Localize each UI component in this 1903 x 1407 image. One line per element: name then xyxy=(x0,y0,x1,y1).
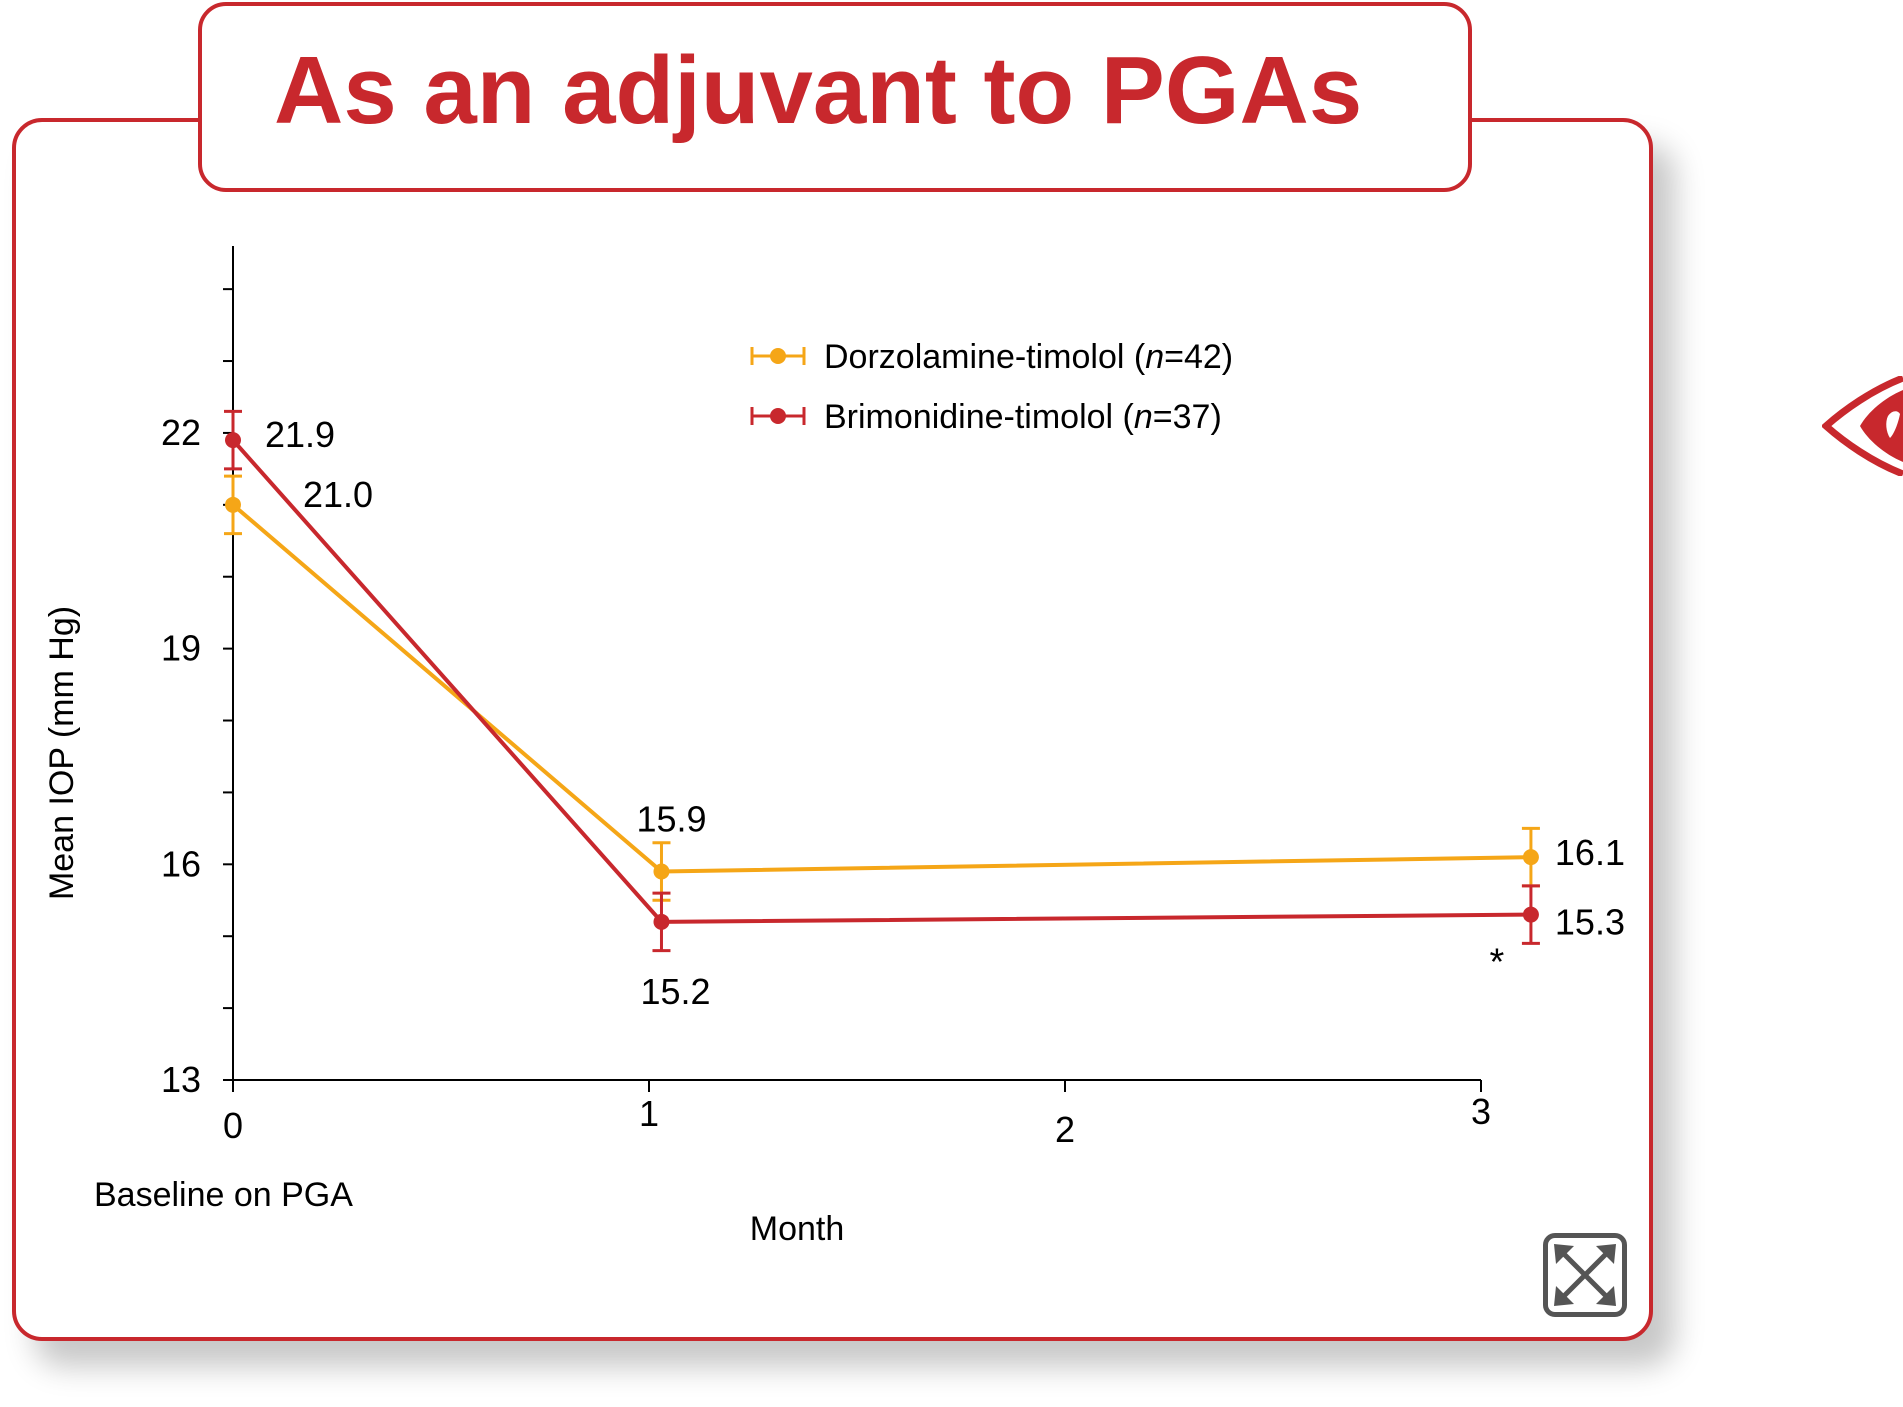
significance-marker: * xyxy=(1490,942,1505,984)
data-point xyxy=(653,863,670,880)
expand-button[interactable] xyxy=(1543,1233,1627,1317)
data-label: 16.1 xyxy=(1555,832,1625,873)
legend-n-value: =42) xyxy=(1164,338,1233,376)
legend-series-name: Brimonidine-timolol ( xyxy=(824,398,1135,436)
data-point xyxy=(653,913,670,930)
legend-series-name: Dorzolamine-timolol ( xyxy=(824,338,1146,376)
legend-label: Brimonidine-timolol (n=37) xyxy=(824,398,1222,436)
series-line xyxy=(231,503,1531,874)
legend-label: Dorzolamine-timolol (n=42) xyxy=(824,338,1233,376)
x-tick-label: 2 xyxy=(1055,1109,1075,1150)
data-point xyxy=(225,496,241,513)
legend-n-value: =37) xyxy=(1153,398,1222,436)
data-label: 15.2 xyxy=(640,971,710,1012)
y-tick-label: 13 xyxy=(161,1059,201,1100)
legend-n-label: n xyxy=(1134,398,1153,436)
title-tab: As an adjuvant to PGAs xyxy=(198,2,1472,192)
baseline-note: Baseline on PGA xyxy=(94,1176,353,1214)
x-tick-label: 0 xyxy=(223,1105,243,1146)
x-tick-label: 1 xyxy=(639,1093,659,1134)
data-label: 21.0 xyxy=(303,474,373,515)
data-label: 15.3 xyxy=(1555,902,1625,943)
y-tick-label: 19 xyxy=(161,628,201,669)
series-line xyxy=(231,438,1531,924)
data-point xyxy=(1522,849,1539,866)
legend-n-label: n xyxy=(1145,338,1164,376)
data-point xyxy=(1522,906,1539,923)
page-title: As an adjuvant to PGAs xyxy=(274,37,1363,144)
expand-icon xyxy=(1554,1244,1616,1306)
y-tick-label: 22 xyxy=(161,412,201,453)
x-axis-label: Month xyxy=(750,1210,845,1248)
eye-icon xyxy=(1820,374,1903,481)
y-tick-label: 16 xyxy=(161,843,201,884)
data-point xyxy=(225,432,241,449)
legend-marker xyxy=(770,348,786,364)
legend-marker xyxy=(770,408,786,424)
x-tick-label: 3 xyxy=(1471,1091,1491,1132)
data-label: 21.9 xyxy=(265,414,335,455)
chart-card xyxy=(12,118,1653,1341)
data-label: 15.9 xyxy=(636,799,706,840)
y-axis-label: Mean IOP (mm Hg) xyxy=(43,606,81,900)
